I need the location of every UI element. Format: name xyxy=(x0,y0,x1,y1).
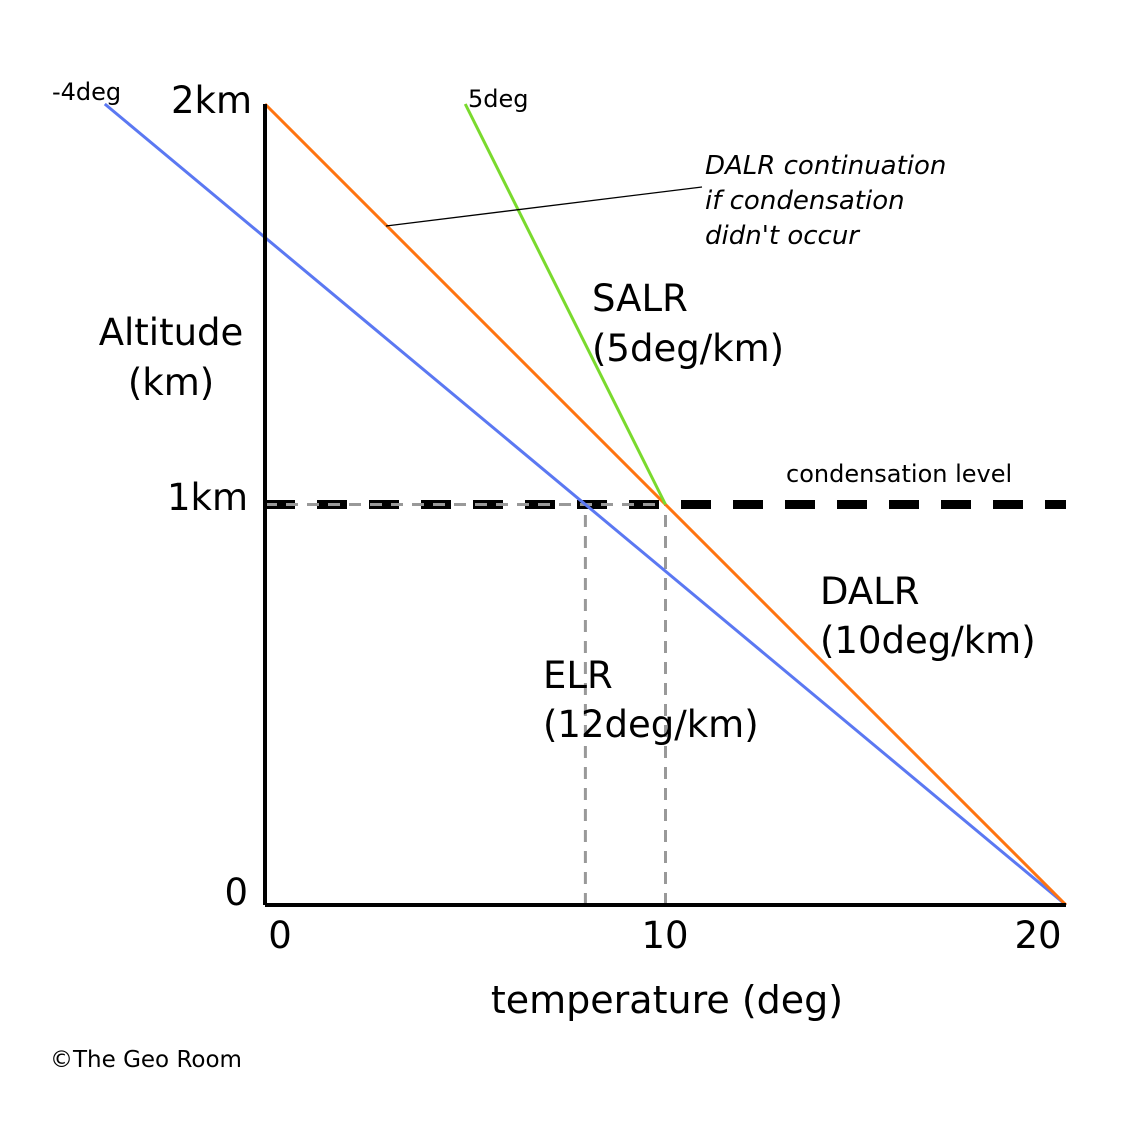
x-axis-title: temperature (deg) xyxy=(491,978,843,1022)
dalr-continuation-note: DALR continuation xyxy=(705,151,946,181)
y-tick-label: 2km xyxy=(171,79,252,122)
annotation-pointer xyxy=(385,186,703,227)
dalr-label: DALR xyxy=(820,570,919,613)
labels: 0 10 20 0 1km 2km temperature (deg) Altitude (km… xyxy=(50,78,1062,1073)
x-tick-label: 10 xyxy=(641,914,688,957)
salr-label: (5deg/km) xyxy=(592,327,784,370)
salr-label: SALR xyxy=(592,277,688,320)
y-axis-title-line1: Altitude xyxy=(99,311,244,354)
dalr-label: (10deg/km) xyxy=(820,619,1036,662)
dalr-continuation-note: didn't occur xyxy=(705,221,861,251)
series-lines xyxy=(103,102,1068,907)
salr-line xyxy=(463,103,667,506)
y-tick-label: 1km xyxy=(167,476,248,519)
y-tick-label: 0 xyxy=(224,871,248,914)
y-axis-title-line2: (km) xyxy=(128,361,214,404)
dalr-continuation-note: if condensation xyxy=(705,186,905,216)
elr-line xyxy=(103,102,1067,907)
x-tick-label: 0 xyxy=(268,914,292,957)
salr-end-label: 5deg xyxy=(468,85,529,113)
x-tick-label: 20 xyxy=(1014,914,1061,957)
elr-end-label: -4deg xyxy=(52,78,121,106)
copyright-credit: ©The Geo Room xyxy=(50,1047,242,1073)
axes xyxy=(263,104,1066,907)
elr-label: (12deg/km) xyxy=(543,703,759,746)
condensation-level-label: condensation level xyxy=(786,460,1012,488)
elr-label: ELR xyxy=(543,654,613,697)
